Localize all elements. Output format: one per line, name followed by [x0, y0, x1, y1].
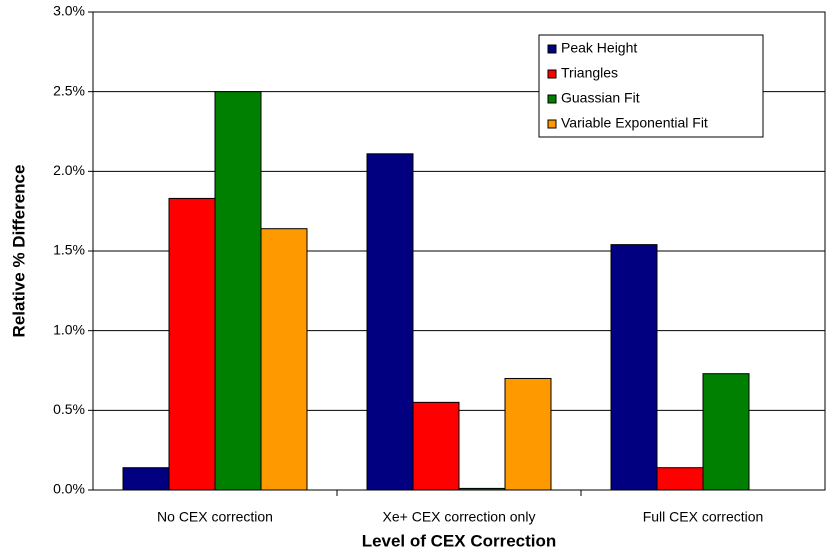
bar: [366, 153, 414, 491]
bar: [610, 244, 658, 491]
legend-swatch: [547, 94, 557, 104]
x-axis-title: Level of CEX Correction: [362, 531, 557, 550]
bar: [702, 373, 750, 491]
y-tick-label: 1.5%: [53, 242, 85, 258]
legend-swatch: [547, 69, 557, 79]
x-tick-label: Full CEX correction: [643, 509, 764, 525]
legend-label: Guassian Fit: [561, 90, 640, 106]
bar: [260, 228, 308, 491]
y-axis-title: Relative % Difference: [9, 165, 28, 338]
bar: [168, 197, 216, 491]
y-tick-label: 3.0%: [53, 3, 85, 19]
legend-swatch: [547, 119, 557, 129]
bar: [656, 467, 704, 491]
y-tick-label: 2.0%: [53, 162, 85, 178]
legend-label: Triangles: [561, 65, 618, 81]
bar: [412, 401, 460, 491]
y-tick-label: 0.0%: [53, 481, 85, 497]
bar: [458, 487, 506, 491]
legend-label: Peak Height: [561, 40, 637, 56]
bar: [122, 467, 170, 491]
legend-label: Variable Exponential Fit: [561, 115, 708, 131]
legend-box: [538, 34, 764, 138]
x-tick-label: Xe+ CEX correction only: [383, 509, 536, 525]
bar: [504, 377, 552, 491]
y-tick-label: 0.5%: [53, 401, 85, 417]
x-tick-label: No CEX correction: [157, 509, 273, 525]
y-tick-label: 2.5%: [53, 82, 85, 98]
bar: [214, 91, 262, 491]
legend-swatch: [547, 44, 557, 54]
y-tick-label: 1.0%: [53, 321, 85, 337]
